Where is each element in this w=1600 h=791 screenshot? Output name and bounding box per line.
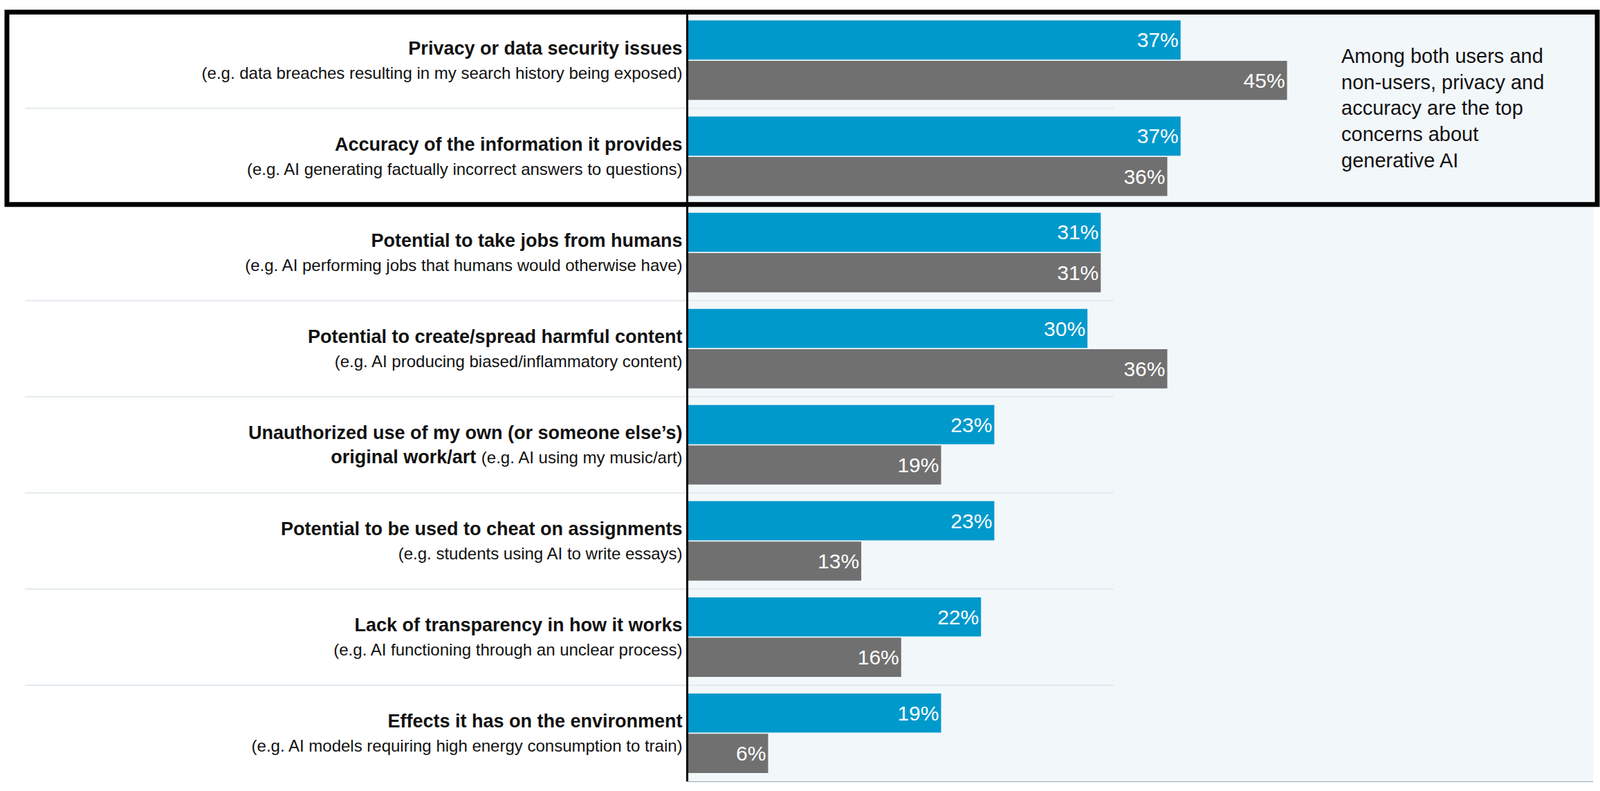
svg-text:22%: 22%: [937, 605, 979, 629]
svg-text:Accuracy of the information it: Accuracy of the information it provides(…: [246, 134, 683, 179]
svg-text:19%: 19%: [897, 453, 939, 477]
svg-text:36%: 36%: [1123, 357, 1165, 381]
svg-text:13%: 13%: [817, 549, 860, 573]
svg-text:Potential to be used to cheat: Potential to be used to cheat on assignm…: [280, 518, 683, 564]
svg-text:37%: 37%: [1137, 124, 1179, 148]
svg-text:23%: 23%: [950, 509, 992, 533]
svg-text:Potential to create/spread har: Potential to create/spread harmful conte…: [307, 326, 683, 371]
svg-text:19%: 19%: [897, 702, 939, 725]
svg-text:36%: 36%: [1123, 165, 1165, 189]
svg-text:Unauthorized use of my own (or: Unauthorized use of my own (or someone e…: [248, 422, 683, 468]
svg-text:Among both users andnon-users,: Among both users andnon-users, privacy a…: [1341, 44, 1544, 172]
svg-text:Lack of transparency in how it: Lack of transparency in how it works(e.g…: [333, 614, 683, 660]
svg-text:Effects it has on the environm: Effects it has on the environment(e.g. A…: [251, 711, 683, 756]
svg-text:45%: 45%: [1243, 69, 1286, 93]
svg-text:23%: 23%: [950, 413, 992, 437]
svg-text:16%: 16%: [857, 646, 900, 669]
svg-text:Privacy or data security issue: Privacy or data security issues(e.g. dat…: [201, 38, 683, 83]
svg-text:31%: 31%: [1056, 261, 1099, 285]
svg-text:Potential to take jobs from hu: Potential to take jobs from humans(e.g. …: [244, 230, 683, 275]
svg-text:37%: 37%: [1137, 28, 1179, 52]
svg-text:30%: 30%: [1043, 317, 1086, 341]
svg-text:6%: 6%: [736, 742, 766, 766]
svg-text:31%: 31%: [1056, 220, 1099, 244]
